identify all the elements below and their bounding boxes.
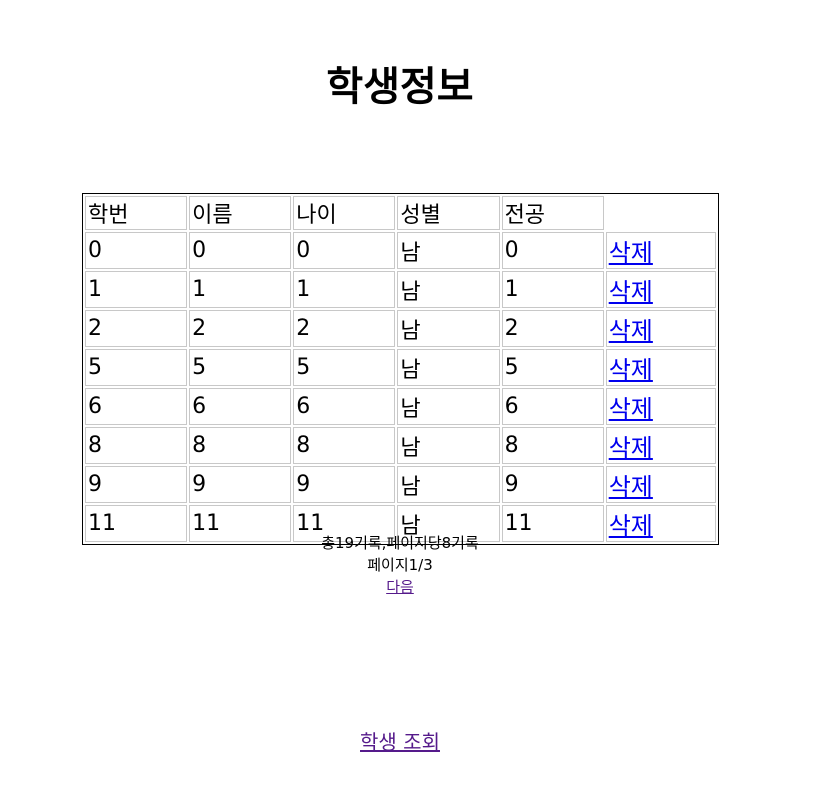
cell-age: 1 bbox=[293, 271, 396, 308]
cell-major: 2 bbox=[501, 310, 604, 347]
delete-link[interactable]: 삭제 bbox=[608, 395, 653, 423]
header-gender: 성별 bbox=[397, 196, 500, 230]
cell-action: 삭제 bbox=[605, 427, 716, 464]
page-title: 학생정보 bbox=[326, 64, 474, 110]
cell-student-id: 11 bbox=[85, 505, 188, 542]
cell-student-id: 9 bbox=[85, 466, 188, 503]
table-row: 1 1 1 남 1 삭제 bbox=[85, 271, 716, 308]
header-major: 전공 bbox=[501, 196, 604, 230]
delete-link[interactable]: 삭제 bbox=[608, 434, 653, 462]
table-body: 0 0 0 남 0 삭제 1 1 1 남 1 삭제 2 2 2 남 2 삭제 5 5 5 남 5 삭제 6 6 6 남 6 삭제 8 8 8 남 8… bbox=[85, 232, 716, 542]
table-row: 11 11 11 남 11 삭제 bbox=[85, 505, 716, 542]
page-indicator: 페이지1/3 bbox=[367, 556, 433, 574]
delete-link[interactable]: 삭제 bbox=[608, 239, 653, 267]
student-table: 학번 이름 나이 성별 전공 0 0 0 남 0 삭제 1 1 1 남 1 삭제 2 2 2 남 2 삭제 5 5 5 남… bbox=[82, 193, 719, 545]
cell-action: 삭제 bbox=[605, 271, 716, 308]
cell-student-id: 2 bbox=[85, 310, 188, 347]
cell-student-id: 0 bbox=[85, 232, 188, 269]
header-name: 이름 bbox=[189, 196, 292, 230]
cell-gender: 남 bbox=[397, 466, 500, 503]
delete-link[interactable]: 삭제 bbox=[608, 356, 653, 384]
cell-action: 삭제 bbox=[605, 310, 716, 347]
cell-gender: 남 bbox=[397, 232, 500, 269]
table-row: 8 8 8 남 8 삭제 bbox=[85, 427, 716, 464]
delete-link[interactable]: 삭제 bbox=[608, 512, 653, 540]
cell-major: 8 bbox=[501, 427, 604, 464]
cell-major: 5 bbox=[501, 349, 604, 386]
student-query-link[interactable]: 학생 조회 bbox=[360, 730, 440, 754]
header-age: 나이 bbox=[293, 196, 396, 230]
cell-action: 삭제 bbox=[605, 466, 716, 503]
cell-major: 6 bbox=[501, 388, 604, 425]
next-page-link[interactable]: 다음 bbox=[386, 578, 414, 596]
cell-gender: 남 bbox=[397, 349, 500, 386]
cell-name: 8 bbox=[189, 427, 292, 464]
cell-action: 삭제 bbox=[605, 505, 716, 542]
bottom-nav: 학생 조회 bbox=[0, 726, 800, 755]
cell-age: 11 bbox=[293, 505, 396, 542]
cell-name: 5 bbox=[189, 349, 292, 386]
table-row: 6 6 6 남 6 삭제 bbox=[85, 388, 716, 425]
cell-name: 6 bbox=[189, 388, 292, 425]
record-summary: 총19기록,페이지당8기록 bbox=[321, 534, 479, 552]
cell-student-id: 5 bbox=[85, 349, 188, 386]
cell-major: 1 bbox=[501, 271, 604, 308]
table-row: 5 5 5 남 5 삭제 bbox=[85, 349, 716, 386]
delete-link[interactable]: 삭제 bbox=[608, 317, 653, 345]
cell-age: 5 bbox=[293, 349, 396, 386]
cell-student-id: 1 bbox=[85, 271, 188, 308]
cell-name: 2 bbox=[189, 310, 292, 347]
cell-action: 삭제 bbox=[605, 232, 716, 269]
table-row: 0 0 0 남 0 삭제 bbox=[85, 232, 716, 269]
cell-gender: 남 bbox=[397, 310, 500, 347]
cell-age: 0 bbox=[293, 232, 396, 269]
cell-major: 11 bbox=[501, 505, 604, 542]
pagination-info: 총19기록,페이지당8기록 페이지1/3 다음 bbox=[0, 532, 800, 598]
cell-gender: 남 bbox=[397, 271, 500, 308]
cell-major: 9 bbox=[501, 466, 604, 503]
cell-action: 삭제 bbox=[605, 388, 716, 425]
cell-student-id: 6 bbox=[85, 388, 188, 425]
cell-gender: 남 bbox=[397, 427, 500, 464]
cell-age: 9 bbox=[293, 466, 396, 503]
table-header-row: 학번 이름 나이 성별 전공 bbox=[85, 196, 716, 230]
cell-name: 11 bbox=[189, 505, 292, 542]
delete-link[interactable]: 삭제 bbox=[608, 473, 653, 501]
cell-gender: 남 bbox=[397, 388, 500, 425]
cell-name: 0 bbox=[189, 232, 292, 269]
header-student-id: 학번 bbox=[85, 196, 188, 230]
cell-name: 9 bbox=[189, 466, 292, 503]
cell-gender: 남 bbox=[397, 505, 500, 542]
cell-age: 2 bbox=[293, 310, 396, 347]
cell-age: 6 bbox=[293, 388, 396, 425]
cell-name: 1 bbox=[189, 271, 292, 308]
table-row: 9 9 9 남 9 삭제 bbox=[85, 466, 716, 503]
cell-major: 0 bbox=[501, 232, 604, 269]
header-empty bbox=[606, 196, 716, 230]
cell-student-id: 8 bbox=[85, 427, 188, 464]
cell-age: 8 bbox=[293, 427, 396, 464]
cell-action: 삭제 bbox=[605, 349, 716, 386]
delete-link[interactable]: 삭제 bbox=[608, 278, 653, 306]
table-row: 2 2 2 남 2 삭제 bbox=[85, 310, 716, 347]
